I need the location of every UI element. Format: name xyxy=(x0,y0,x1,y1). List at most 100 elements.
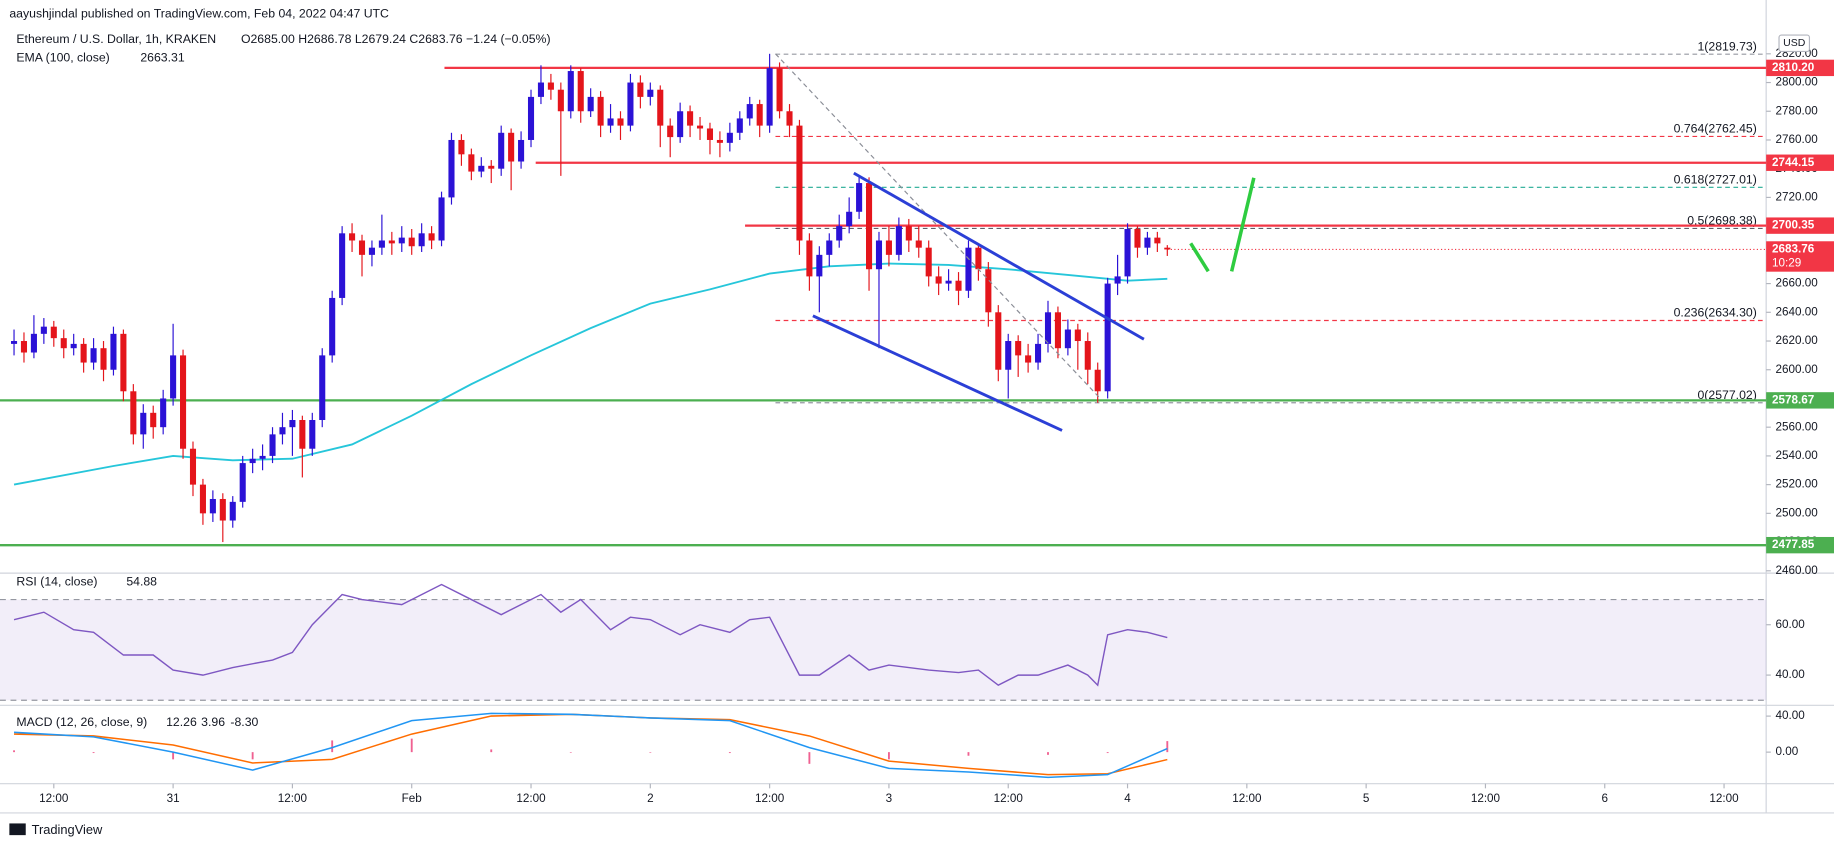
candle-body xyxy=(766,68,773,126)
candle-body xyxy=(339,233,346,298)
x-tick-label: 6 xyxy=(1601,792,1608,805)
candle-body xyxy=(687,111,694,126)
candle-body xyxy=(100,348,107,370)
candle-body xyxy=(249,458,256,464)
price-tag xyxy=(1766,217,1834,234)
candle-body xyxy=(577,71,584,112)
candle-body xyxy=(438,197,445,241)
candle-body xyxy=(1054,312,1061,349)
candle-body xyxy=(1015,341,1022,356)
x-tick-label: 3 xyxy=(886,792,893,805)
candle-body xyxy=(995,312,1002,370)
y-tick-label: 2520.00 xyxy=(1776,478,1819,491)
fib-trend-line xyxy=(775,53,1100,399)
ema-value: 2663.31 xyxy=(140,51,185,65)
macd-histogram-bar xyxy=(92,752,95,754)
fib-label: 0.764(2762.45) xyxy=(1674,122,1757,136)
y-tick-label: 0.00 xyxy=(1776,745,1799,758)
y-tick-label: 2560.00 xyxy=(1776,420,1819,433)
candle-body xyxy=(20,341,28,353)
macd-line xyxy=(13,712,1168,779)
candle-body xyxy=(627,82,634,126)
currency-box[interactable] xyxy=(1778,34,1811,53)
candle-body xyxy=(557,89,564,112)
candle-body xyxy=(945,280,952,284)
candle-body xyxy=(160,398,167,428)
candle-body xyxy=(1164,247,1171,250)
candle-body xyxy=(537,82,545,97)
candle-body xyxy=(349,233,356,241)
candle-body xyxy=(677,111,684,138)
candle-body xyxy=(935,276,942,284)
candle-body xyxy=(209,498,216,514)
candle-body xyxy=(199,484,206,514)
published-note: aayushjindal published on TradingView.co… xyxy=(9,6,389,20)
brand-logo xyxy=(9,823,26,836)
price-tag-label: 2744.15 xyxy=(1772,156,1815,169)
candle-body xyxy=(786,111,793,126)
candle-body xyxy=(1035,343,1042,363)
candle-body xyxy=(189,448,197,485)
x-tick-label: 12:00 xyxy=(1709,792,1739,805)
x-tick-label: 4 xyxy=(1124,792,1131,805)
macd-signal-value: -8.30 xyxy=(230,715,258,729)
candle-body xyxy=(667,125,674,138)
fib-label: 1(2819.73) xyxy=(1697,39,1756,53)
y-tick-label: 2600.00 xyxy=(1776,363,1819,376)
candle-body xyxy=(150,412,157,428)
candle-body xyxy=(458,139,465,155)
x-tick-label: 12:00 xyxy=(1471,792,1501,805)
y-tick-label: 2660.00 xyxy=(1776,277,1819,290)
candle-body xyxy=(1154,237,1161,244)
candle-body xyxy=(140,412,147,435)
price-tag xyxy=(1766,154,1834,171)
currency[interactable]: USD xyxy=(1783,37,1806,49)
candle-body xyxy=(597,96,604,126)
macd-legend: MACD (12, 26, close, 9) xyxy=(16,715,147,729)
x-tick-label: 2 xyxy=(647,792,654,805)
x-tick-label: Feb xyxy=(402,792,423,805)
candle-body xyxy=(30,333,37,353)
candle-body xyxy=(776,68,783,112)
x-tick-label: 12:00 xyxy=(516,792,546,805)
fib-label: 0.5(2698.38) xyxy=(1687,214,1757,228)
candle-body xyxy=(448,139,455,198)
candle-body xyxy=(269,434,276,456)
rsi-line xyxy=(13,583,1168,687)
candle-body xyxy=(567,71,574,112)
candle-body xyxy=(1025,355,1032,363)
channel-lower xyxy=(812,314,1063,432)
candle-body xyxy=(319,355,326,421)
candle-body xyxy=(259,455,266,459)
y-tick-label: 2760.00 xyxy=(1776,133,1819,146)
candle-body xyxy=(10,341,18,344)
candle-body xyxy=(846,211,853,227)
candle-body xyxy=(518,139,525,162)
channel-upper xyxy=(853,171,1145,341)
x-tick-label: 12:00 xyxy=(994,792,1024,805)
candle-body xyxy=(856,183,863,212)
candle-body xyxy=(895,226,902,255)
candle-body xyxy=(726,132,733,143)
candle-body xyxy=(647,89,654,97)
price-tag-label: 2700.35 xyxy=(1772,219,1815,232)
ema-legend: EMA (100, close) xyxy=(16,51,109,65)
candle-body xyxy=(130,391,137,435)
candle-body xyxy=(816,254,823,277)
candle-body xyxy=(806,240,813,277)
candle-body xyxy=(239,463,246,502)
candle-body xyxy=(706,128,714,140)
price-tag xyxy=(1766,536,1834,554)
candle-body xyxy=(428,233,435,241)
macd-histogram-bar xyxy=(569,752,572,753)
y-tick-label: 2500.00 xyxy=(1776,506,1819,519)
candle-body xyxy=(1124,229,1131,277)
y-tick-label: 2460.00 xyxy=(1776,564,1819,577)
candle-body xyxy=(418,233,425,247)
candle-body xyxy=(388,240,395,244)
candle-body xyxy=(180,355,187,449)
macd-histogram-bar xyxy=(887,752,890,760)
y-tick-label: 2620.00 xyxy=(1776,334,1819,347)
candle-body xyxy=(120,333,127,392)
